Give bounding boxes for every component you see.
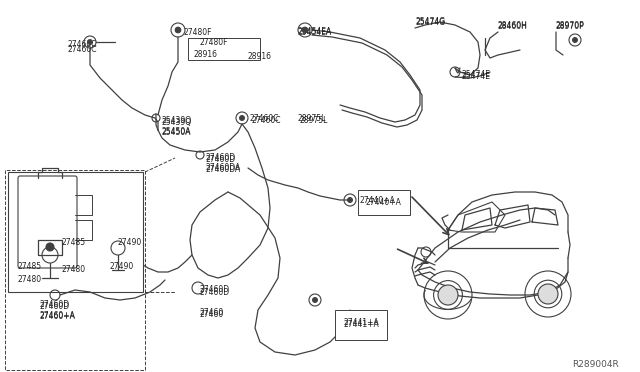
Text: 27480: 27480 [62,265,86,274]
Text: 25439Q: 25439Q [162,116,192,125]
Circle shape [175,27,181,33]
Text: 25474E: 25474E [462,70,491,79]
Circle shape [312,298,317,302]
Bar [188,38,260,60]
Text: 27460D: 27460D [200,285,230,294]
Text: 27480F: 27480F [200,38,228,47]
Text: 27480: 27480 [17,275,41,284]
Text: 28460H: 28460H [498,22,528,31]
Text: 27490: 27490 [118,238,142,247]
Text: 27441+A: 27441+A [343,318,379,327]
Circle shape [573,38,577,42]
Text: 25454EA: 25454EA [298,27,332,36]
Text: 25474G: 25474G [415,18,445,27]
Text: 27460: 27460 [200,310,224,319]
Text: 27460+A: 27460+A [40,312,76,321]
Text: 28970P: 28970P [556,21,585,30]
Text: 28916: 28916 [193,50,217,59]
Circle shape [538,284,558,304]
Text: R289004R: R289004R [572,360,619,369]
Text: 28975L: 28975L [300,116,328,125]
Text: 27460+A: 27460+A [40,311,76,320]
Circle shape [302,27,308,33]
Text: 27460: 27460 [200,308,224,317]
Text: 27460DA: 27460DA [205,165,240,174]
Circle shape [239,116,244,121]
Text: 27460D: 27460D [205,155,235,164]
Bar [8,172,143,292]
Bar [335,310,387,340]
Text: 28970P: 28970P [556,22,585,31]
Text: 27441+A: 27441+A [343,320,379,329]
Text: 27440+A: 27440+A [360,196,396,205]
Text: 27460C: 27460C [68,40,97,49]
Text: 27490: 27490 [110,262,134,271]
Text: 28916: 28916 [248,52,272,61]
Text: 28460H: 28460H [498,21,528,30]
Text: 27460D: 27460D [205,153,235,162]
Circle shape [348,198,353,202]
Text: 25439Q: 25439Q [162,118,192,127]
Text: 27460C: 27460C [252,116,282,125]
Text: 27480F: 27480F [184,28,212,37]
Text: 28975L: 28975L [298,114,326,123]
Text: 27460D: 27460D [40,302,70,311]
Circle shape [88,39,92,44]
Text: 27440+A: 27440+A [366,198,402,207]
Text: 27460D: 27460D [40,300,70,309]
Text: 27460D: 27460D [200,288,230,297]
Text: 25474E: 25474E [462,72,491,81]
Text: 25454EA: 25454EA [298,28,332,37]
Bar [358,190,410,215]
Circle shape [438,285,458,305]
Text: 27460C: 27460C [68,45,97,54]
Text: 27485: 27485 [17,262,41,271]
Text: 25474G: 25474G [415,17,445,26]
Text: 27485: 27485 [62,238,86,247]
Text: 27460DA: 27460DA [205,163,240,172]
Text: 27460C: 27460C [250,114,280,123]
Text: 25450A: 25450A [162,127,191,136]
Circle shape [46,243,54,251]
Text: 25450A: 25450A [162,128,191,137]
